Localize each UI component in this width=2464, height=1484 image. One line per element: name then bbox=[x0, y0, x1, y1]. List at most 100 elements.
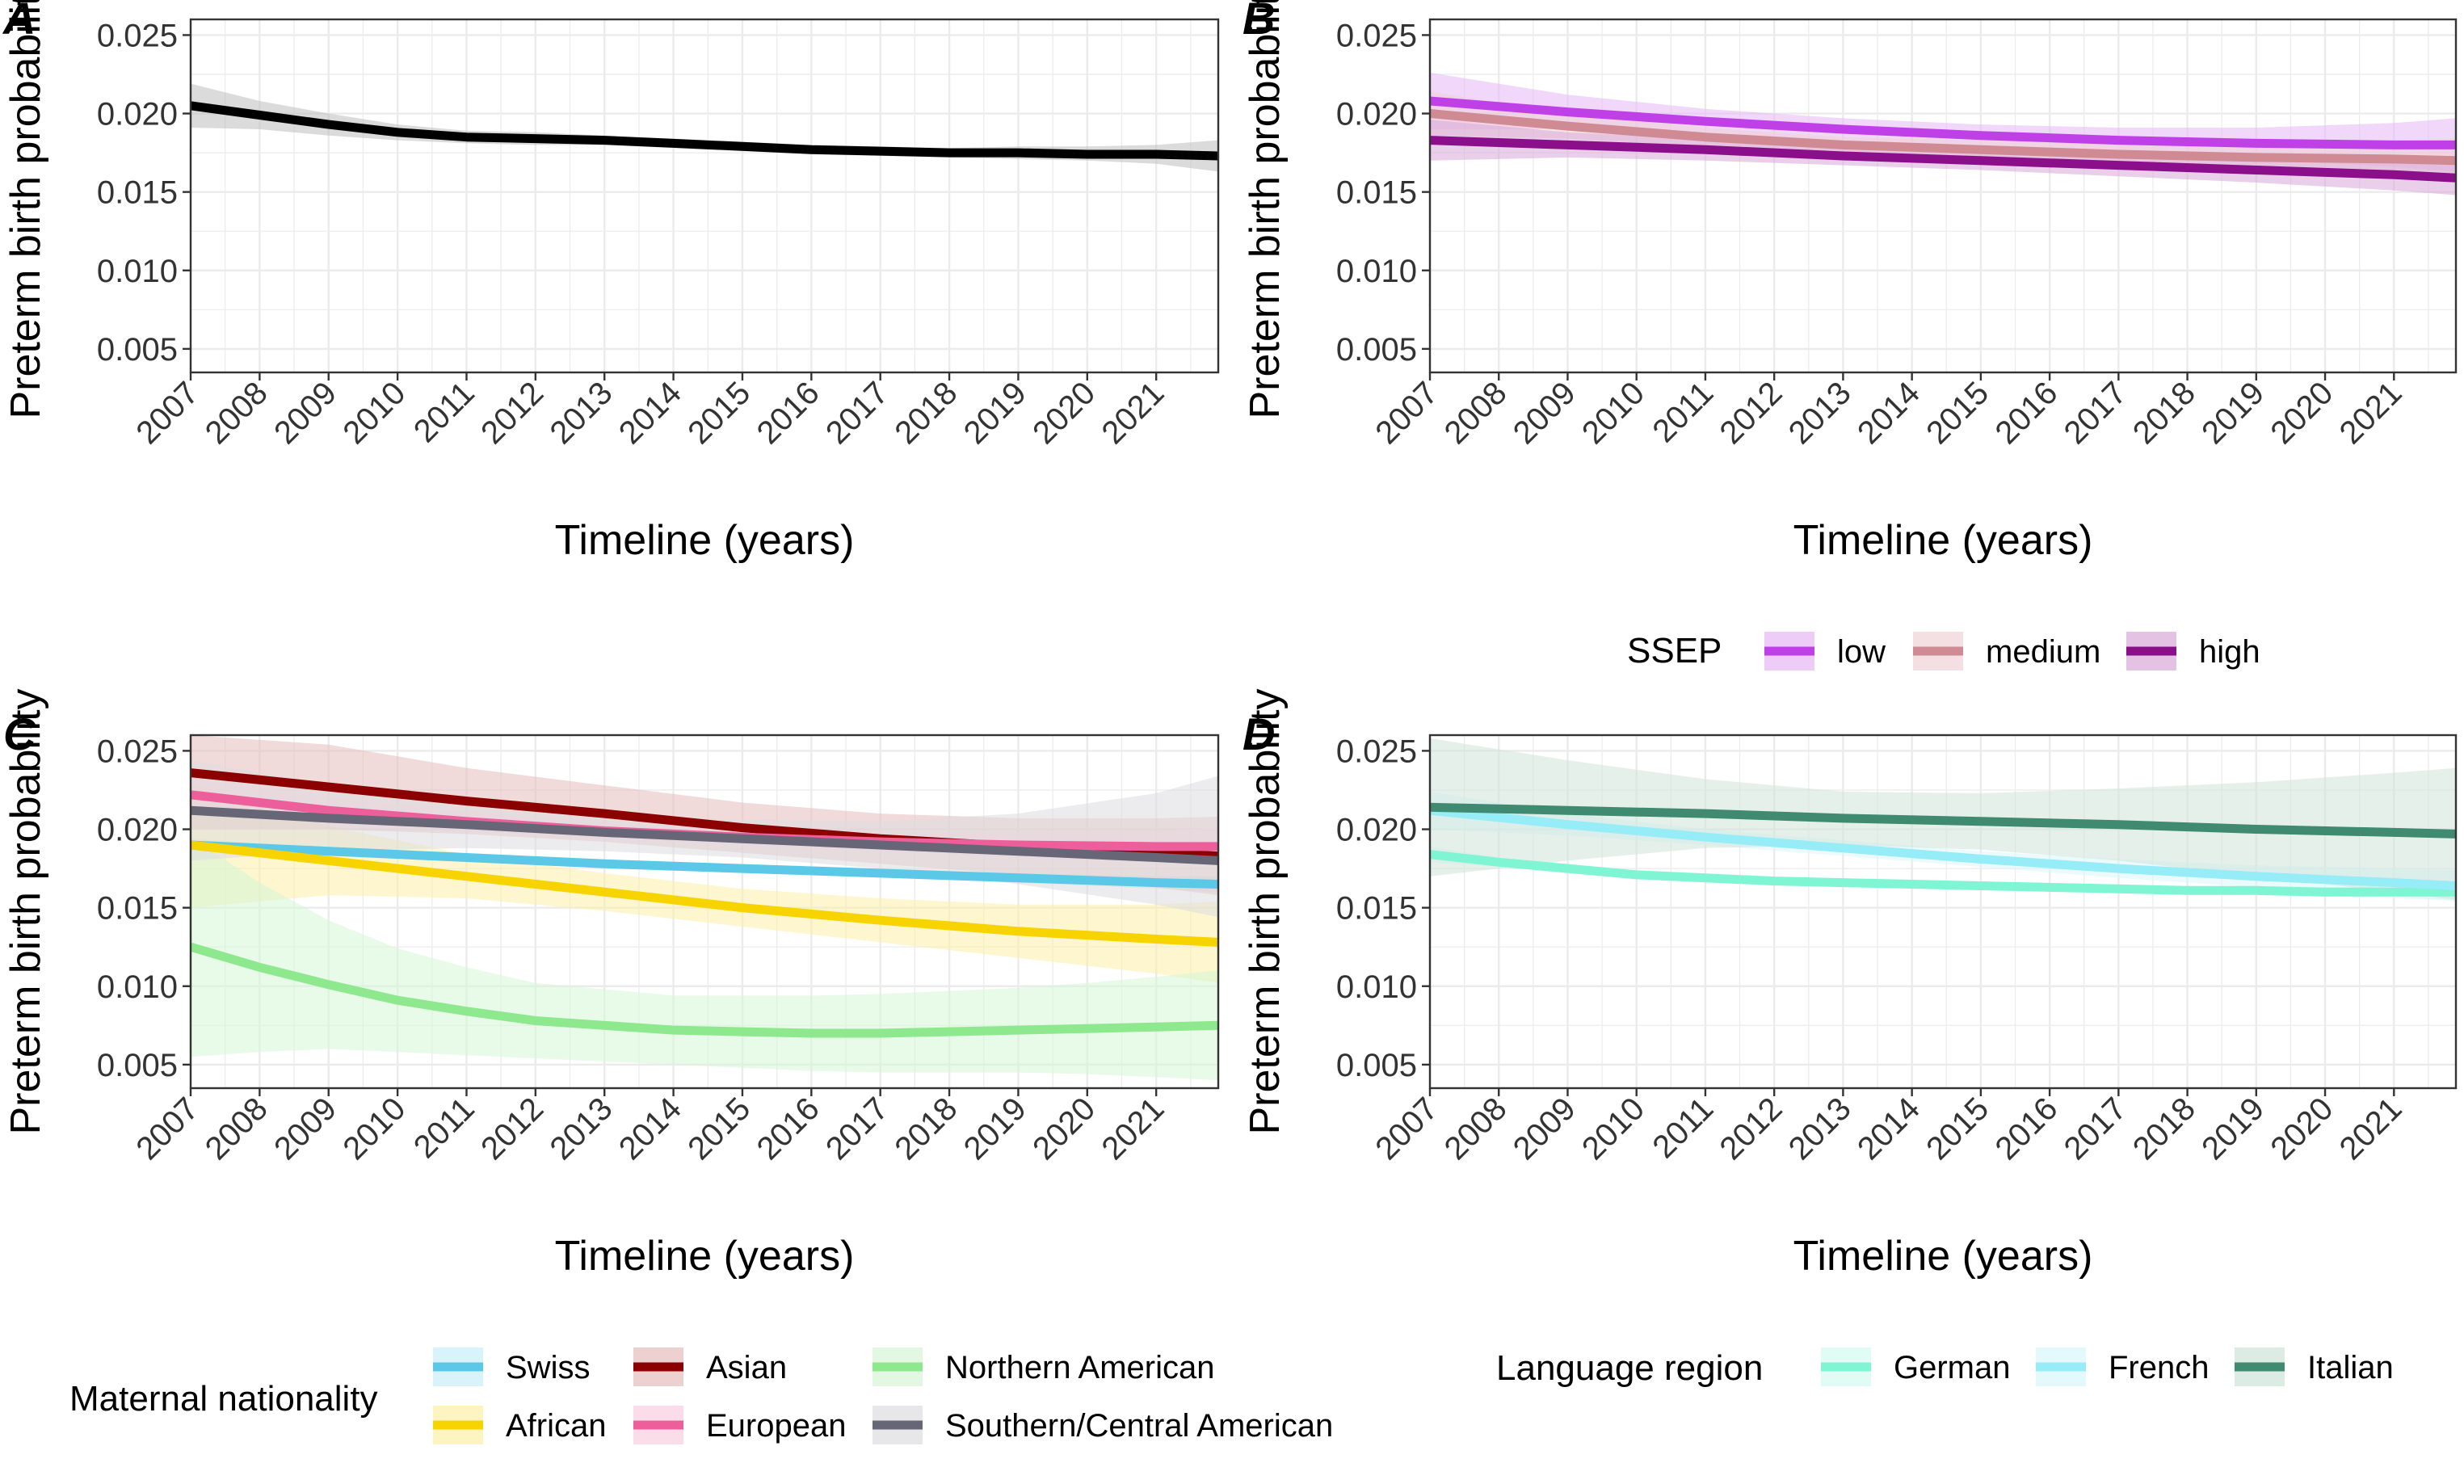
x-tick-label: 2021 bbox=[2333, 375, 2409, 451]
x-tick-label: 2014 bbox=[612, 1091, 688, 1167]
legend-label-german: German bbox=[1894, 1350, 2011, 1385]
legend-label-swiss: Swiss bbox=[506, 1350, 590, 1385]
x-tick-label: 2012 bbox=[474, 1091, 550, 1167]
data-layer bbox=[1430, 73, 2456, 195]
y-tick-label: 0.015 bbox=[97, 175, 178, 211]
x-tick-label: 2020 bbox=[2264, 1091, 2340, 1167]
panel-label: D bbox=[1243, 708, 1275, 759]
x-tick-label: 2013 bbox=[1782, 1091, 1858, 1167]
x-axis: 2007200820092010201120122013201420152016… bbox=[129, 372, 1171, 451]
x-tick-label: 2018 bbox=[2126, 1091, 2202, 1167]
y-tick-label: 0.025 bbox=[1336, 734, 1417, 769]
x-tick-label: 2018 bbox=[888, 1091, 964, 1167]
x-axis-title: Timeline (years) bbox=[555, 517, 855, 564]
x-tick-label: 2021 bbox=[1095, 375, 1171, 451]
y-tick-label: 0.020 bbox=[1336, 97, 1417, 132]
series-line-french bbox=[1430, 805, 2456, 890]
x-tick-label: 2019 bbox=[957, 375, 1033, 451]
x-tick-label: 2015 bbox=[681, 1091, 757, 1167]
plot-border bbox=[1428, 18, 2458, 374]
y-axis: 0.005 0.010 0.015 0.020 0.025 bbox=[1336, 18, 1430, 368]
x-axis: 2007200820092010201120122013201420152016… bbox=[1369, 1088, 2409, 1167]
x-tick-label: 2014 bbox=[1851, 1091, 1927, 1167]
x-tick-label: 2012 bbox=[474, 375, 550, 451]
y-tick-label: 0.010 bbox=[1336, 969, 1417, 1005]
gridlines bbox=[1428, 19, 2456, 372]
legend-label-french: French bbox=[2109, 1350, 2210, 1385]
legend-panel-c: Maternal nationality Swiss African Asian Eur… bbox=[69, 1347, 1333, 1444]
y-tick-label: 0.015 bbox=[1336, 891, 1417, 927]
x-tick-label: 2011 bbox=[407, 1091, 481, 1165]
x-tick-label: 2008 bbox=[199, 1091, 275, 1167]
x-tick-label: 2009 bbox=[267, 1091, 343, 1167]
x-tick-label: 2021 bbox=[1095, 1091, 1171, 1167]
y-axis: 0.005 0.010 0.015 0.020 0.025 bbox=[1336, 734, 1430, 1083]
x-tick-label: 2016 bbox=[1988, 375, 2064, 451]
x-tick-label: 2014 bbox=[1851, 375, 1927, 451]
legend-item-italian: Italian bbox=[2235, 1347, 2394, 1386]
x-tick-label: 2010 bbox=[1575, 1091, 1651, 1167]
x-tick-label: 2015 bbox=[1919, 375, 1995, 451]
legend-item-french: French bbox=[2036, 1347, 2210, 1386]
x-tick-label: 2021 bbox=[2333, 1091, 2409, 1167]
plot-background bbox=[1430, 19, 2456, 372]
series-line-southern-central-american bbox=[191, 805, 1218, 865]
panel-label: C bbox=[3, 708, 37, 759]
ci-band-african bbox=[191, 782, 1218, 983]
y-tick-label: 0.005 bbox=[1336, 332, 1417, 368]
panel-b: 0.0050.0100.0150.0200.025200720082009201… bbox=[1242, 0, 2458, 564]
x-tick-label: 2008 bbox=[199, 375, 275, 451]
y-axis: 0.005 0.010 0.015 0.020 0.025 bbox=[97, 734, 191, 1083]
legend-item-german: German bbox=[1821, 1347, 2011, 1386]
y-axis-title: Preterm birth probability bbox=[2, 689, 49, 1135]
x-axis-title: Timeline (years) bbox=[555, 1233, 855, 1280]
x-tick-label: 2017 bbox=[2058, 375, 2134, 451]
y-tick-label: 0.015 bbox=[97, 891, 178, 927]
x-axis-title: Timeline (years) bbox=[1793, 517, 2093, 564]
x-tick-label: 2015 bbox=[681, 375, 757, 451]
series-line-swiss bbox=[191, 840, 1218, 889]
x-tick-label: 2012 bbox=[1713, 1091, 1789, 1167]
x-tick-label: 2018 bbox=[2126, 375, 2202, 451]
legend-item-low: low bbox=[1764, 632, 1886, 671]
x-tick-label: 2014 bbox=[612, 375, 688, 451]
legend-label-european: European bbox=[706, 1408, 846, 1444]
legend-label-southern-central-american: Southern/Central American bbox=[945, 1408, 1333, 1444]
x-tick-label: 2019 bbox=[957, 1091, 1033, 1167]
series-line-high bbox=[1430, 136, 2456, 183]
data-layer bbox=[1430, 738, 2456, 902]
x-axis: 2007200820092010201120122013201420152016… bbox=[129, 1088, 1171, 1167]
x-axis-title: Timeline (years) bbox=[1793, 1233, 2093, 1280]
x-tick-label: 2016 bbox=[751, 375, 826, 451]
series-line-german bbox=[1430, 850, 2456, 897]
x-tick-label: 2008 bbox=[1438, 375, 1514, 451]
x-tick-label: 2016 bbox=[751, 1091, 826, 1167]
x-tick-label: 2007 bbox=[129, 1091, 205, 1167]
plot-border bbox=[1428, 734, 2458, 1090]
legend-panel-b: SSEP low medium high bbox=[1627, 631, 2260, 671]
legend-item-african: African bbox=[433, 1406, 607, 1444]
legend-title: Language region bbox=[1496, 1348, 1763, 1388]
legend-item-european: European bbox=[633, 1406, 846, 1444]
legend-panel-d: Language region German French Italian bbox=[1496, 1347, 2394, 1388]
x-tick-label: 2020 bbox=[2264, 375, 2340, 451]
x-tick-label: 2009 bbox=[1507, 375, 1583, 451]
legend-label-asian: Asian bbox=[706, 1350, 787, 1385]
legend-label-african: African bbox=[506, 1408, 607, 1444]
x-tick-label: 2013 bbox=[544, 375, 620, 451]
y-axis-title: Preterm birth probability bbox=[1242, 689, 1289, 1135]
ci-band-northern-american bbox=[191, 837, 1218, 1081]
x-tick-label: 2007 bbox=[1369, 375, 1444, 451]
y-tick-label: 0.010 bbox=[1336, 254, 1417, 289]
y-tick-label: 0.015 bbox=[1336, 175, 1417, 211]
x-tick-label: 2010 bbox=[336, 1091, 412, 1167]
x-tick-label: 2019 bbox=[2195, 1091, 2271, 1167]
y-tick-label: 0.010 bbox=[97, 969, 178, 1005]
data-layer bbox=[191, 83, 1218, 172]
legend-label-italian: Italian bbox=[2307, 1350, 2394, 1385]
y-tick-label: 0.005 bbox=[97, 1048, 178, 1083]
y-axis: 0.005 0.010 0.015 0.020 0.025 bbox=[97, 18, 191, 368]
y-tick-label: 0.025 bbox=[97, 18, 178, 53]
gridlines bbox=[189, 19, 1218, 372]
